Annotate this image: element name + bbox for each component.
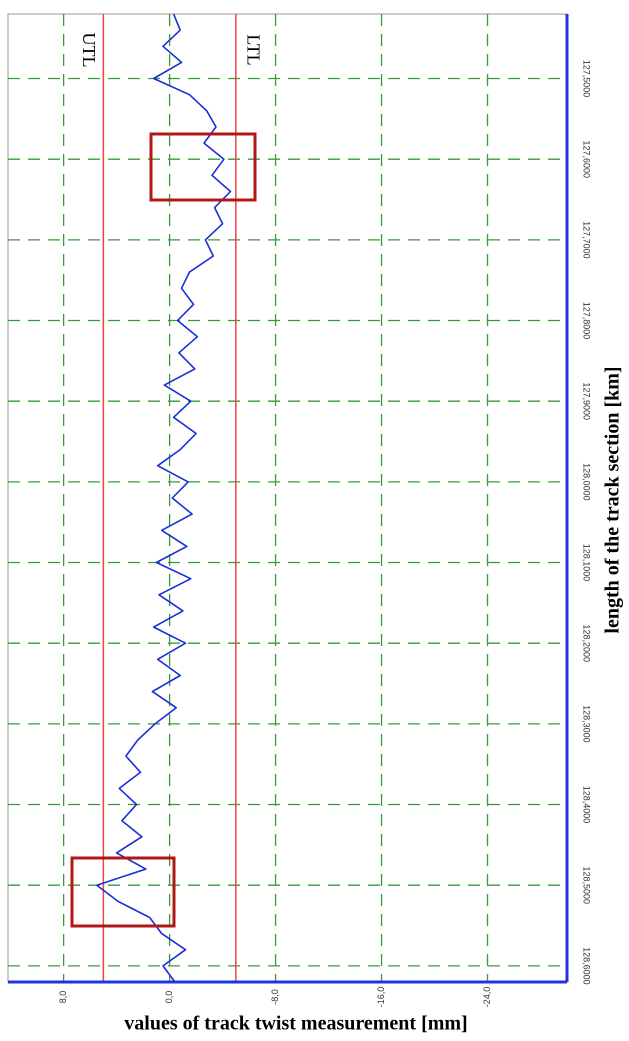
x-tick-label: 127,7000 bbox=[582, 221, 592, 259]
highlight-box bbox=[149, 132, 257, 202]
labels: 8,0 0,0 -8,0 -16,0 -24,0 127,5000 127,6000 127,… bbox=[58, 33, 592, 1008]
x-tick-label: 128,3000 bbox=[582, 705, 592, 743]
x-tick-label: 128,6000 bbox=[582, 947, 592, 985]
x-tick-label: 128,1000 bbox=[582, 544, 592, 582]
x-tick-label: 127,9000 bbox=[582, 382, 592, 420]
x-tick-label: 127,8000 bbox=[582, 302, 592, 340]
y-tick-label: -24,0 bbox=[482, 987, 492, 1008]
limit-label: UTL bbox=[79, 33, 99, 68]
highlight-box bbox=[70, 856, 176, 928]
x-tick-label: 128,5000 bbox=[582, 866, 592, 904]
x-tick-label: 128,4000 bbox=[582, 786, 592, 824]
plot-area bbox=[7, 13, 568, 983]
x-tick-label: 128,0000 bbox=[582, 463, 592, 501]
x-tick-label: 127,5000 bbox=[582, 60, 592, 98]
limit-label: LTL bbox=[244, 34, 264, 65]
grid bbox=[8, 14, 567, 982]
y-axis-title: values of track twist measurement [mm] bbox=[124, 1013, 467, 1035]
y-tick-label: 8,0 bbox=[58, 991, 68, 1004]
x-tick-label: 127,6000 bbox=[582, 140, 592, 178]
y-tick-label: 0,0 bbox=[164, 991, 174, 1004]
x-axis-title: length of the track section [km] bbox=[602, 366, 624, 633]
y-tick-label: -8,0 bbox=[270, 989, 280, 1005]
marks bbox=[96, 13, 237, 983]
data-line bbox=[96, 13, 232, 983]
y-tick-label: -16,0 bbox=[376, 987, 386, 1008]
x-tick-label: 128,2000 bbox=[582, 624, 592, 662]
